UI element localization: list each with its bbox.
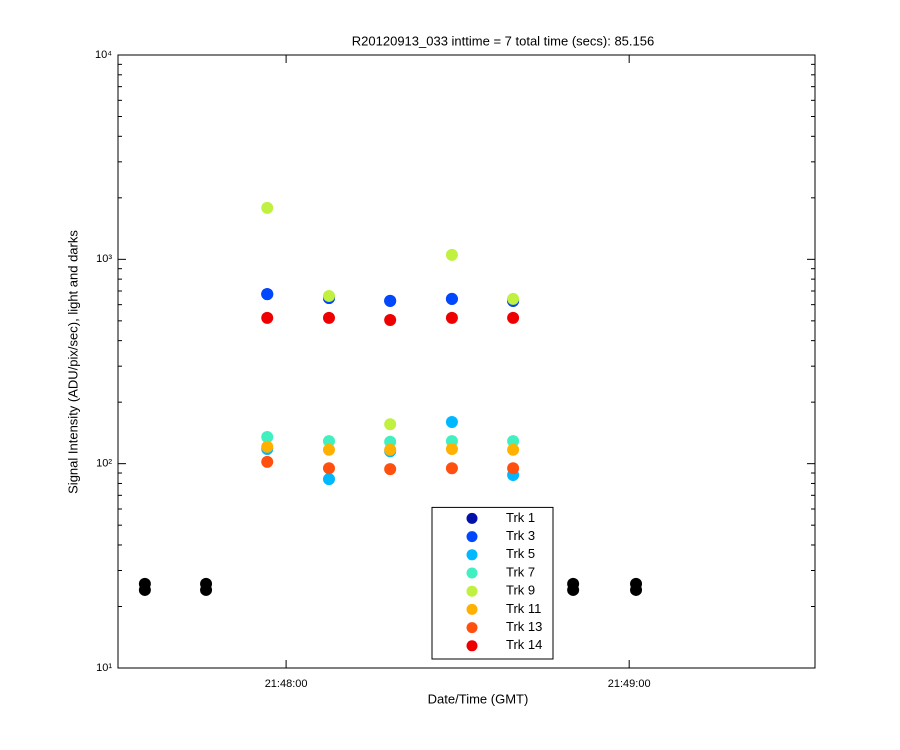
legend-box [431,506,554,660]
legend-marker [466,640,478,652]
y-tick-label: 10⁴ [95,49,112,61]
point [507,311,520,324]
point [507,443,520,456]
point [261,311,274,324]
y-axis-label: Signal Intensity (ADU/pix/sec), light an… [65,230,80,494]
x-tick-label: 21:49:00 [608,678,651,690]
point [384,443,397,456]
legend-label: Trk 14 [506,637,542,652]
point [507,292,520,305]
point [445,415,458,428]
point [507,462,520,475]
legend-marker [466,512,478,524]
legend-label: Trk 5 [506,546,535,561]
legend-marker [466,622,478,634]
legend-label: Trk 7 [506,564,535,579]
dark-point [630,583,643,596]
legend-marker [466,549,478,561]
legend-marker [466,603,478,615]
point [261,201,274,214]
point [322,435,335,448]
x-tick-label: 21:48:00 [265,678,308,690]
legend-label: Trk 1 [506,510,535,525]
point [322,289,335,302]
y-tick-label: 10¹ [96,662,112,674]
legend-label: Trk 9 [506,583,535,598]
point [322,462,335,475]
point [445,442,458,455]
dark-point [138,583,151,596]
dark-point [567,583,580,596]
legend-marker [466,531,478,543]
point [322,443,335,456]
plot-frame [117,54,816,669]
point [384,463,397,476]
point [445,292,458,305]
point [261,440,274,453]
point [445,248,458,261]
y-tick-label: 10² [96,458,112,470]
point [322,473,335,486]
point [384,313,397,326]
x-axis-label: Date/Time (GMT) [428,691,529,706]
legend-marker [466,585,478,597]
legend-label: Trk 11 [506,601,541,616]
y-tick-label: 10³ [96,253,112,265]
point [445,462,458,475]
legend-marker [466,567,478,579]
point [261,455,274,468]
point [384,294,397,307]
point [322,311,335,324]
point [384,418,397,431]
point [445,311,458,324]
point [507,435,520,448]
dark-point [200,583,213,596]
point [261,431,274,444]
legend-label: Trk 3 [506,528,535,543]
legend-label: Trk 13 [506,619,542,634]
chart-title: R20120913_033 inttime = 7 total time (se… [352,33,654,48]
point [261,288,274,301]
